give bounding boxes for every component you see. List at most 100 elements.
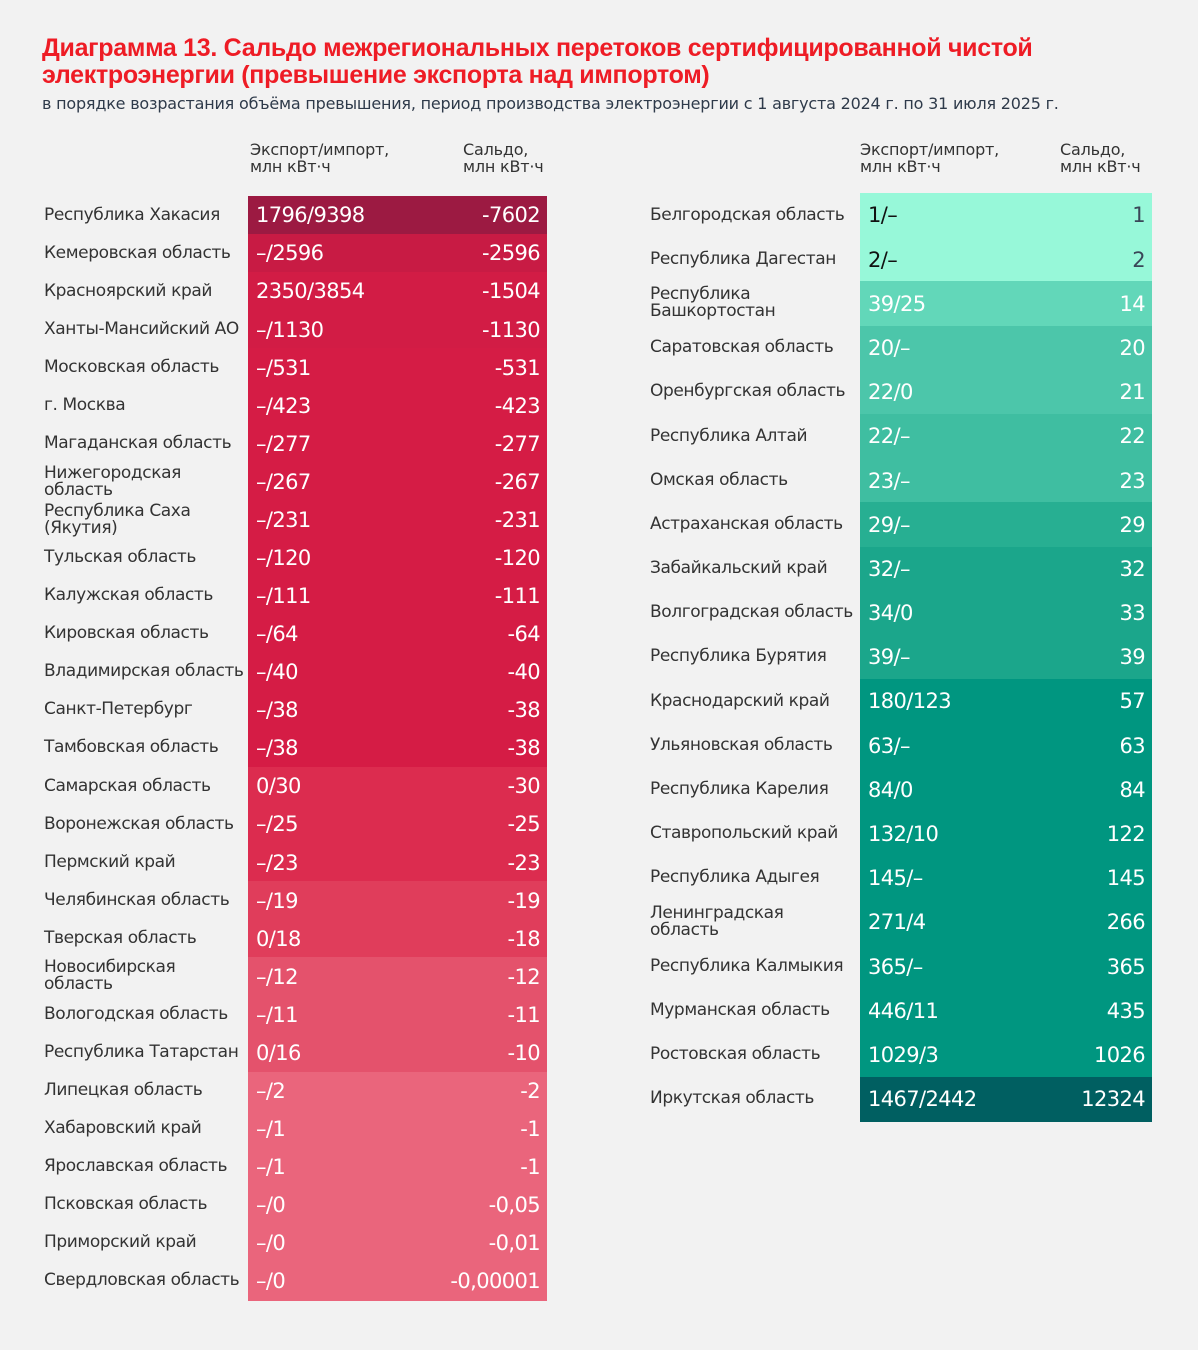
saldo-value: 33 — [1119, 601, 1145, 626]
table-row: –/2 -2 — [248, 1071, 547, 1111]
table-row: –/1 -1 — [248, 1109, 547, 1149]
header-line: млн кВт·ч — [860, 157, 941, 176]
saldo-value: -111 — [494, 584, 541, 609]
saldo-value: 2 — [1132, 247, 1145, 272]
saldo-value: 435 — [1106, 998, 1146, 1023]
region-label: г. Москва — [44, 394, 126, 415]
export-import-value: –/1 — [256, 1155, 286, 1180]
saldo-value: -231 — [494, 507, 541, 532]
header-line: Экспорт/импорт, — [250, 140, 390, 159]
saldo-value: 1 — [1132, 203, 1145, 228]
header-line: Экспорт/импорт, — [860, 140, 1000, 159]
saldo-value: -23 — [507, 850, 541, 875]
table-row: –/25 -25 — [248, 805, 547, 844]
saldo-value: -1504 — [481, 279, 541, 304]
saldo-value: -25 — [507, 812, 541, 837]
region-label: Астраханская область — [650, 513, 843, 534]
region-label: Липецкая область — [44, 1080, 203, 1101]
table-row: 39/– 39 — [860, 634, 1152, 680]
export-import-value: –/1130 — [256, 317, 324, 342]
table-row: 2350/3854 -1504 — [248, 272, 547, 311]
region-label: Тамбовская область — [44, 737, 219, 758]
export-import-value: 145/– — [868, 866, 923, 891]
export-import-value: 1467/2442 — [868, 1087, 977, 1112]
saldo-value: -38 — [507, 736, 541, 761]
export-import-value: –/38 — [256, 736, 299, 761]
table-row: –/38 -38 — [248, 728, 547, 768]
table-row: –/531 -531 — [248, 348, 547, 387]
table-row: 145/– 145 — [860, 855, 1152, 901]
region-label: Иркутская область — [650, 1088, 815, 1109]
export-import-value: –/23 — [256, 850, 299, 875]
title-line-2: электроэнергии (превышение экспорта над … — [42, 61, 710, 89]
region-label: Республика Татарстан — [44, 1042, 239, 1063]
saldo-value: -0,00001 — [450, 1269, 540, 1294]
saldo-value: -7602 — [481, 203, 541, 228]
region-label: Республика Бурятия — [650, 646, 827, 667]
region-label: Санкт-Петербург — [44, 699, 193, 720]
saldo-value: -0,01 — [488, 1231, 541, 1256]
region-label: Кемеровская область — [44, 242, 231, 263]
saldo-value: 266 — [1106, 910, 1146, 935]
table-row: –/64 -64 — [248, 614, 547, 654]
region-label: Ленинградская область — [650, 903, 784, 941]
export-import-value: 32/– — [868, 556, 911, 581]
table-row: 0/18 -18 — [248, 919, 547, 958]
export-import-value: –/12 — [256, 964, 299, 989]
region-label: Пермский край — [44, 851, 176, 872]
export-import-value: 29/– — [868, 512, 911, 537]
region-label: Красноярский край — [44, 280, 212, 301]
export-import-value: –/64 — [256, 622, 299, 647]
region-label: Республика Дагестан — [650, 248, 836, 269]
region-label: Тульская область — [44, 547, 197, 568]
saldo-value: 57 — [1119, 689, 1145, 714]
export-import-value: –/423 — [256, 393, 311, 418]
table-row: –/0 -0,05 — [248, 1185, 547, 1225]
table-row: –/423 -423 — [248, 386, 547, 425]
region-label: Калужская область — [44, 585, 214, 606]
export-import-value: –/267 — [256, 469, 311, 494]
region-label: Челябинская область — [44, 889, 230, 910]
table-row: 0/16 -10 — [248, 1033, 547, 1073]
saldo-value: 1026 — [1093, 1043, 1146, 1067]
saldo-value: 22 — [1119, 424, 1145, 449]
export-import-value: 0/30 — [256, 774, 301, 799]
export-import-value: –/0 — [256, 1193, 286, 1218]
table-row: –/1 -1 — [248, 1147, 547, 1187]
export-import-value: –/2 — [256, 1078, 286, 1103]
table-row: 1467/2442 12324 — [860, 1076, 1152, 1122]
export-import-value: 132/10 — [868, 822, 939, 847]
export-import-value: –/19 — [256, 888, 299, 913]
table-row: 1796/9398 -7602 — [248, 196, 547, 235]
export-import-value: 63/– — [868, 733, 911, 758]
table-row: 34/0 33 — [860, 590, 1152, 636]
table-row: 22/0 21 — [860, 369, 1152, 415]
export-import-value: –/0 — [256, 1269, 286, 1294]
region-label: Республика Калмыкия — [650, 955, 844, 976]
export-import-value: –/1 — [256, 1116, 286, 1141]
region-label: Московская область — [44, 356, 220, 377]
table-row: –/40 -40 — [248, 652, 547, 692]
saldo-value: 21 — [1119, 380, 1145, 405]
export-import-value: 39/25 — [868, 291, 926, 316]
export-import-value: 0/18 — [256, 926, 301, 951]
export-import-value: –/111 — [256, 584, 311, 609]
saldo-value: -1 — [520, 1155, 540, 1180]
saldo-value: -1130 — [481, 317, 541, 342]
region-label: Республика Башкортостан — [650, 284, 776, 322]
table-row: –/120 -120 — [248, 538, 547, 578]
region-label: Мурманская область — [650, 1000, 830, 1021]
table-row: –/277 -277 — [248, 424, 547, 464]
saldo-value: -10 — [507, 1040, 541, 1065]
saldo-value: -120 — [494, 545, 541, 570]
header-line: млн кВт·ч — [250, 157, 331, 176]
region-label: Ставропольский край — [650, 823, 838, 844]
saldo-value: 39 — [1119, 645, 1145, 670]
region-label: Приморский край — [44, 1232, 197, 1253]
region-label: Хабаровский край — [44, 1118, 202, 1139]
saldo-value: 23 — [1119, 468, 1145, 493]
saldo-value: 145 — [1106, 866, 1146, 891]
saldo-value: 20 — [1119, 335, 1145, 360]
export-import-value: 446/11 — [868, 998, 939, 1023]
table-row: 29/– 29 — [860, 502, 1152, 548]
